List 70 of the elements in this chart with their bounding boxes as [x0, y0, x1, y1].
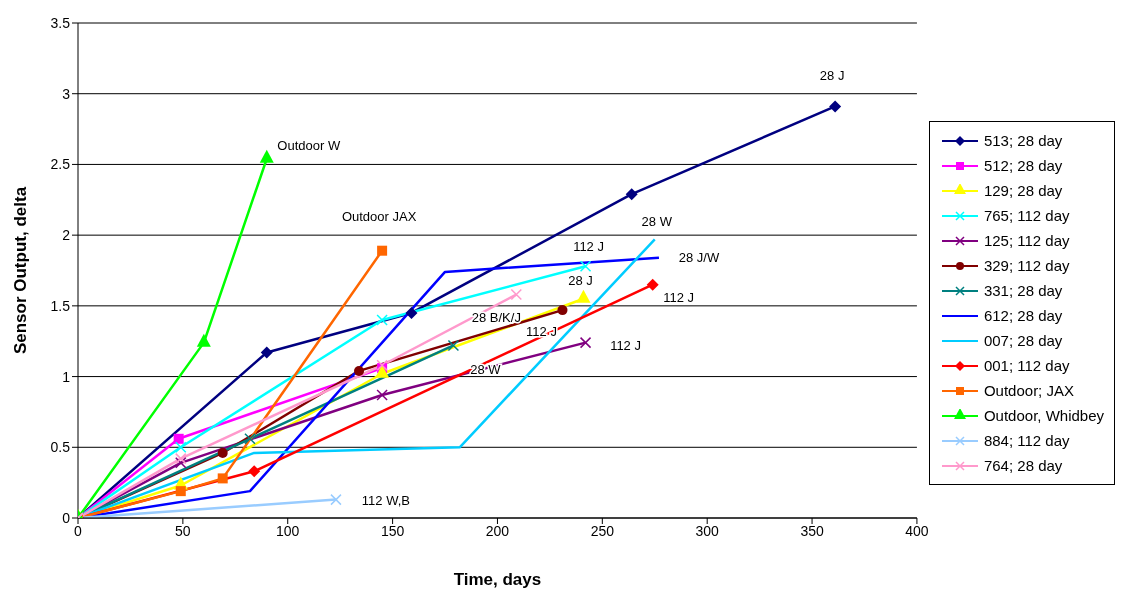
point: [175, 441, 187, 454]
y-tick-label: 2.5: [50, 156, 71, 173]
point: [646, 278, 659, 291]
y-axis-title: Sensor Output, delta: [11, 186, 31, 355]
x-tick-label: 400: [905, 522, 929, 539]
point: [579, 336, 592, 349]
point: [354, 365, 365, 376]
legend-label: Outdoor, Whidbey: [983, 407, 1104, 424]
legend-label: 612; 28 day: [983, 307, 1063, 324]
point: [217, 447, 228, 458]
annotation: Outdoor JAX: [341, 209, 417, 225]
y-tick-label: 3: [62, 85, 71, 102]
annotation: 112 J: [573, 238, 604, 254]
point: [405, 306, 418, 319]
annotation: Outdoor W: [277, 138, 341, 154]
point: [376, 314, 388, 326]
annotation: 112 J: [663, 290, 695, 306]
x-tick-label: 200: [485, 522, 510, 539]
legend-label: Outdoor; JAX: [983, 382, 1074, 399]
annotation: 112 J: [610, 338, 641, 354]
legend-label: 329; 112 day: [983, 257, 1070, 274]
legend-label: 125; 112 day: [983, 232, 1070, 249]
y-tick-label: 2: [62, 227, 71, 244]
x-tick-label: 300: [695, 522, 720, 539]
point: [217, 473, 228, 484]
point: [173, 433, 184, 444]
point: [248, 465, 261, 478]
annotation: 28 B/K/J: [471, 309, 521, 325]
point: [330, 493, 342, 506]
legend-label: 884; 112 day: [983, 432, 1070, 449]
point: [447, 339, 460, 352]
x-tick-label: 250: [590, 522, 615, 539]
point: [625, 188, 638, 201]
point: [376, 359, 388, 372]
x-tick-label: 150: [380, 522, 405, 539]
point: [829, 100, 842, 113]
legend-label: 765; 112 day: [983, 207, 1070, 224]
point: [510, 288, 523, 301]
point: [175, 486, 186, 497]
legend-label: 007; 28 day: [983, 332, 1063, 349]
point: [377, 245, 388, 256]
annotation: 28 J/W: [678, 250, 720, 266]
x-tick-label: 0: [74, 522, 83, 539]
legend-label: 513; 28 day: [983, 132, 1063, 149]
legend-label: 512; 28 day: [983, 157, 1063, 174]
point: [244, 433, 256, 445]
x-axis-title: Time, days: [453, 570, 542, 590]
point: [175, 457, 187, 469]
x-tick-label: 100: [276, 522, 300, 539]
annotation: 112 J: [526, 323, 557, 339]
annotation: 112 W,B: [361, 493, 411, 509]
legend-label: 129; 28 day: [983, 182, 1063, 199]
y-tick-label: 1: [62, 368, 71, 385]
annotation: 28 J: [568, 273, 593, 289]
point: [260, 346, 273, 359]
legend-label: 001; 112 day: [983, 357, 1070, 374]
point: [579, 260, 592, 273]
x-tick-label: 50: [175, 522, 191, 539]
annotation: 28 W: [641, 213, 673, 229]
point: [376, 389, 388, 401]
legend-label: 764; 28 day: [983, 457, 1063, 474]
y-tick-label: 3.5: [50, 14, 71, 31]
y-tick-label: 1.5: [50, 297, 71, 314]
point: [557, 305, 568, 316]
legend-label: 331; 28 day: [983, 282, 1063, 299]
point: [175, 452, 187, 465]
y-tick-label: 0.5: [50, 439, 71, 456]
x-tick-label: 350: [800, 522, 824, 539]
annotation: 28 J: [819, 67, 845, 83]
y-tick-label: 0: [62, 509, 71, 526]
